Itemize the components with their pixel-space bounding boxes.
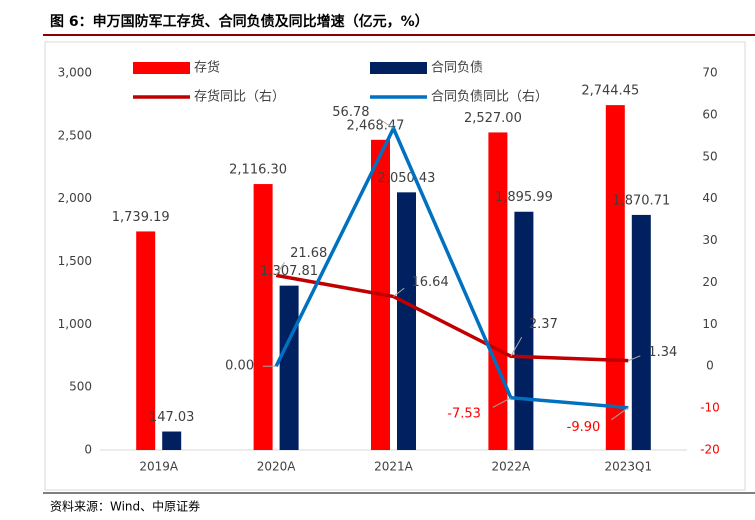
line-label: 1.34 [648,345,677,360]
line-series [274,124,629,410]
y2-tick-label: 10 [702,317,717,331]
bar [279,285,299,450]
legend-swatch [370,62,427,74]
legend-swatch [133,62,190,74]
bar-label: 1,739.19 [112,210,170,225]
line-label: 56.78 [332,105,369,120]
line-label: -7.53 [447,406,481,421]
y2-tick-label: -20 [700,443,720,457]
bar [488,132,508,450]
x-tick-label: 2019A [139,460,179,474]
bar [162,431,182,450]
line-series [275,273,629,363]
y-tick-label: 1,000 [58,317,92,331]
legend-label: 存货 [194,60,220,76]
legend-label: 合同负债同比（右） [431,90,548,105]
line-label: 0.00 [225,359,254,374]
line-label: 16.64 [412,275,449,290]
bar-label: 1,895.99 [495,190,553,205]
x-tick-label: 2023Q1 [604,460,652,474]
bar-label: 2,050.43 [378,171,436,186]
x-tick-label: 2021A [374,460,414,474]
line-label: 2.37 [529,317,558,332]
bar-label: 1,870.71 [612,193,670,208]
bar [514,211,534,450]
y2-tick-label: 0 [706,359,714,373]
y-tick-label: 2,500 [58,128,92,142]
leader-line [275,261,285,276]
source: 资料来源：Wind、中原证券 [50,499,200,514]
line-label: -9.90 [567,420,601,435]
y2-tick-label: 60 [702,107,717,121]
bar-label: 2,744.45 [581,84,639,99]
leader-line [628,355,641,362]
bar [631,214,651,450]
y2-tick-label: 30 [702,233,717,247]
y-tick-label: 2,000 [58,191,92,205]
y-tick-label: 1,500 [58,254,92,268]
y2-tick-label: 50 [702,149,717,163]
y-tick-label: 3,000 [58,66,92,80]
bar [605,105,625,451]
y-tick-label: 500 [69,380,92,394]
chart-frame [44,41,746,491]
y2-tick-label: -10 [700,401,720,415]
bar-label: 2,116.30 [229,163,287,178]
leader-line [393,287,405,297]
chart-title: 图 6：申万国防军工存货、合同负债及同比增速（亿元，%） [50,13,429,30]
bar [253,184,273,450]
y2-tick-label: 20 [702,275,717,289]
line-label: 21.68 [290,246,327,261]
y2-tick-label: 40 [702,191,717,205]
leader-line [510,336,523,357]
bar [136,231,156,450]
legend-label: 合同负债 [431,61,483,76]
leader-line [378,118,394,129]
leader-line [492,397,512,408]
y2-tick-label: 70 [702,66,717,80]
bar-label: 2,527.00 [464,111,522,126]
bar-label: 147.03 [149,410,195,425]
x-tick-label: 2020A [257,460,297,474]
legend-label: 存货同比（右） [194,89,285,105]
bar-label: 1,307.81 [260,264,318,279]
y-tick-label: 0 [84,443,92,457]
x-tick-label: 2022A [492,460,532,474]
bar [397,192,416,451]
leader-line [611,407,629,421]
bar-label: 2,468.47 [347,118,405,133]
